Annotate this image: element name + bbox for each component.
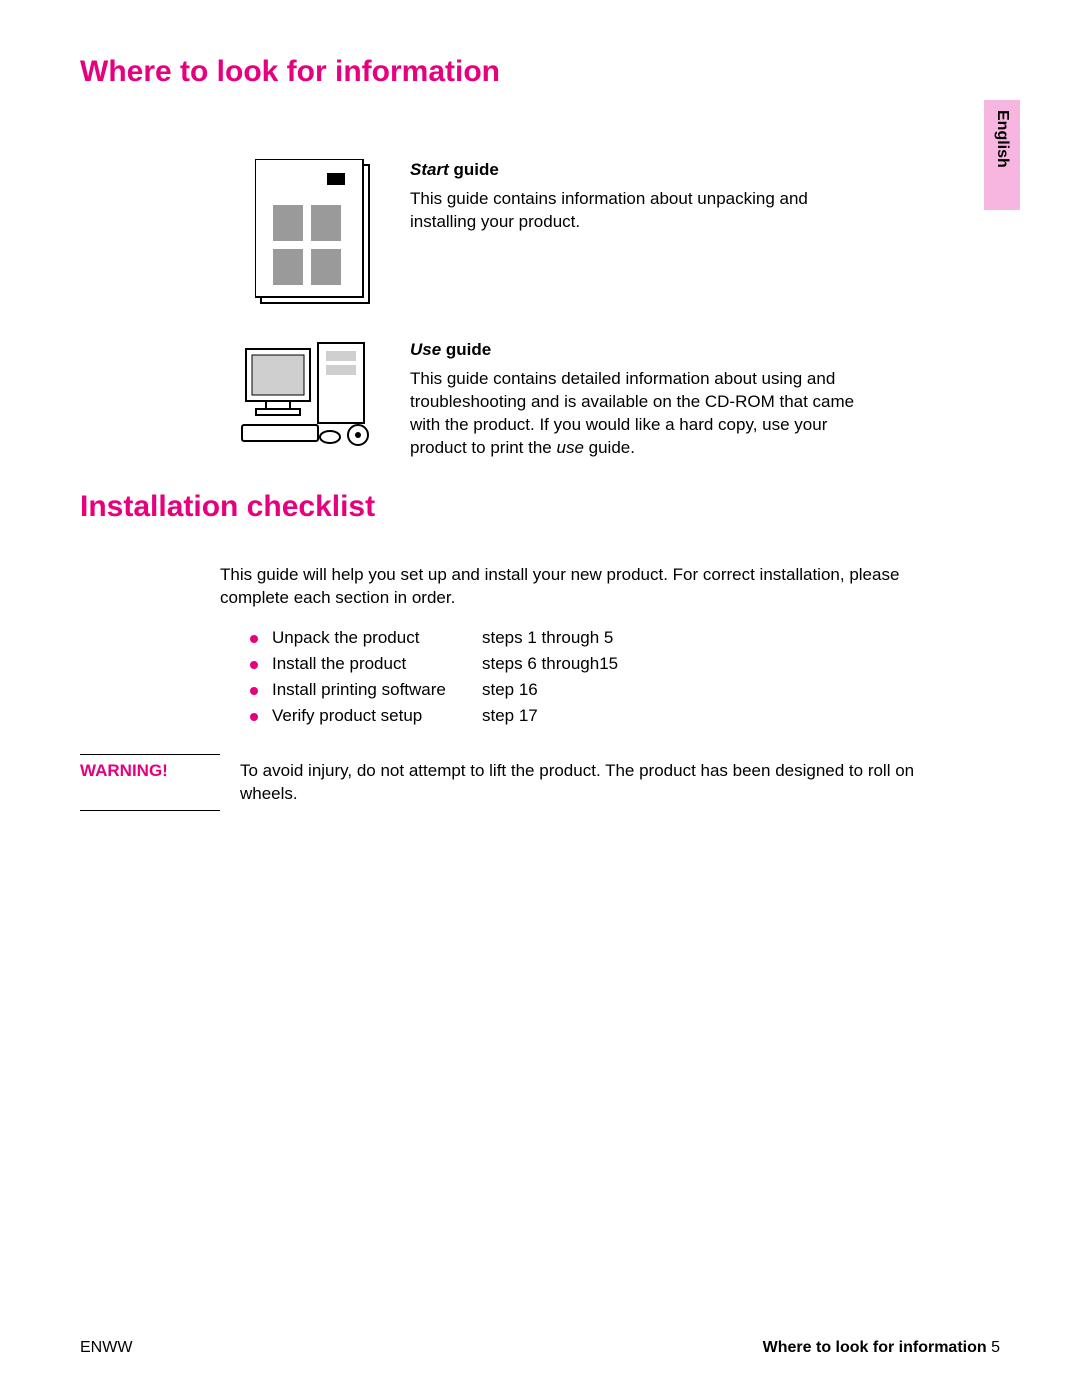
checklist-steps: step 16 — [482, 680, 538, 700]
section-heading-installation-checklist: Installation checklist — [80, 490, 1000, 524]
footer-page-number: 5 — [987, 1339, 1000, 1356]
guide-text-start: Start guide This guide contains informat… — [410, 159, 860, 234]
guide-row-start: Start guide This guide contains informat… — [240, 159, 860, 309]
checklist: Unpack the product steps 1 through 5 Ins… — [250, 628, 1000, 726]
guide-body-start: This guide contains information about un… — [410, 188, 860, 234]
guide-body-use-italic: use — [556, 438, 583, 457]
guide-title-start: Start guide — [410, 159, 860, 182]
warning-text: To avoid injury, do not attempt to lift … — [220, 754, 960, 812]
checklist-item: Unpack the product steps 1 through 5 — [250, 628, 1000, 648]
language-tab-label: English — [993, 110, 1011, 168]
footer-left: ENWW — [80, 1339, 132, 1357]
guide-title-start-italic: Start — [410, 160, 449, 179]
bullet-icon — [250, 713, 258, 721]
book-icon — [240, 159, 390, 309]
checklist-steps: step 17 — [482, 706, 538, 726]
bullet-icon — [250, 687, 258, 695]
page-footer: ENWW Where to look for information 5 — [80, 1339, 1000, 1357]
checklist-task: Verify product setup — [272, 706, 482, 726]
warning-row: WARNING! To avoid injury, do not attempt… — [80, 754, 960, 812]
checklist-item: Install printing software step 16 — [250, 680, 1000, 700]
footer-right: Where to look for information 5 — [763, 1339, 1000, 1357]
checklist-task: Install printing software — [272, 680, 482, 700]
guide-title-use-italic: Use — [410, 340, 441, 359]
checklist-steps: steps 1 through 5 — [482, 628, 613, 648]
bullet-icon — [250, 635, 258, 643]
guides-block: Start guide This guide contains informat… — [240, 159, 860, 460]
guide-row-use: Use guide This guide contains detailed i… — [240, 339, 860, 460]
computer-icon — [240, 339, 390, 449]
guide-body-use-post: guide. — [584, 438, 635, 457]
checklist-intro: This guide will help you set up and inst… — [220, 564, 920, 610]
guide-body-use: This guide contains detailed information… — [410, 368, 860, 460]
guide-title-start-rest: guide — [449, 160, 499, 179]
section-heading-where-to-look: Where to look for information — [80, 55, 1000, 89]
checklist-task: Install the product — [272, 654, 482, 674]
checklist-item: Install the product steps 6 through15 — [250, 654, 1000, 674]
bullet-icon — [250, 661, 258, 669]
warning-label: WARNING! — [80, 754, 220, 812]
language-tab: English — [984, 100, 1020, 210]
guide-text-use: Use guide This guide contains detailed i… — [410, 339, 860, 460]
footer-right-title: Where to look for information — [763, 1339, 987, 1356]
checklist-steps: steps 6 through15 — [482, 654, 618, 674]
checklist-item: Verify product setup step 17 — [250, 706, 1000, 726]
guide-title-use-rest: guide — [441, 340, 491, 359]
checklist-task: Unpack the product — [272, 628, 482, 648]
guide-title-use: Use guide — [410, 339, 860, 362]
page: English Where to look for information St… — [0, 0, 1080, 1397]
